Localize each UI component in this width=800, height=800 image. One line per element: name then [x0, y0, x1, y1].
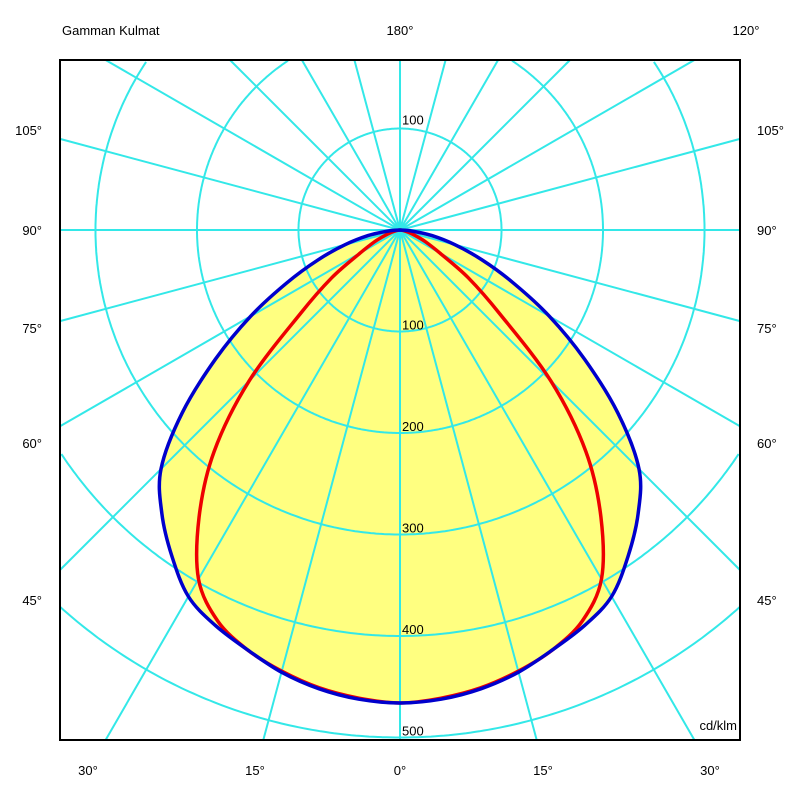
unit-label: cd/klm	[699, 718, 737, 733]
top-angle-label: 120°	[733, 23, 760, 38]
grid-radial-line	[105, 59, 401, 231]
bottom-angle-label: 15°	[533, 763, 553, 778]
grid-radial-line	[229, 59, 401, 231]
grid-ring	[60, 453, 740, 637]
bottom-angle-label: 30°	[700, 763, 720, 778]
ring-label: 200	[402, 419, 424, 434]
ring-label: 100	[402, 318, 424, 333]
grid-radial-line	[59, 229, 401, 428]
bottom-angle-label: 30°	[78, 763, 98, 778]
side-angle-label-right: 90°	[757, 223, 777, 238]
grid-radial-line	[59, 137, 401, 231]
grid-radial-line	[399, 59, 447, 231]
grid-radial-line	[353, 59, 401, 231]
bottom-angle-label: 0°	[394, 763, 406, 778]
intensity-curve-1	[157, 228, 643, 705]
side-angle-label-right: 105°	[757, 123, 784, 138]
ring-label: 400	[402, 622, 424, 637]
grid-ring	[94, 61, 706, 536]
grid-radial-line	[399, 137, 741, 231]
side-angle-label-left: 90°	[22, 223, 42, 238]
bottom-angle-label: 15°	[245, 763, 265, 778]
side-angle-label-right: 75°	[757, 321, 777, 336]
grid-radial-line	[104, 229, 401, 741]
side-angle-label-left: 60°	[22, 436, 42, 451]
grid-radial-line	[399, 229, 696, 741]
grid-radial-line	[399, 59, 499, 231]
diagram-title: Gamman Kulmat	[62, 23, 160, 38]
grid-ring	[59, 606, 741, 739]
top-angle-label: 180°	[387, 23, 414, 38]
grid-radial-line	[399, 229, 538, 741]
side-angle-label-right: 60°	[757, 436, 777, 451]
ring-label: 500	[402, 724, 424, 739]
grid-radial-line	[301, 59, 401, 231]
side-angle-label-right: 45°	[757, 593, 777, 608]
ring-label: 100	[402, 113, 424, 128]
side-angle-label-left: 105°	[15, 123, 42, 138]
grid-ring	[196, 59, 604, 434]
grid-radial-line	[59, 229, 401, 571]
ring-label: 300	[402, 521, 424, 536]
plot-frame	[59, 59, 741, 741]
grid-radial-line	[399, 229, 741, 428]
grid-radial-line	[399, 229, 741, 571]
side-angle-label-left: 75°	[22, 321, 42, 336]
grid-radial-line	[399, 59, 695, 231]
grid-radial-line	[399, 59, 571, 231]
side-angle-label-left: 45°	[22, 593, 42, 608]
grid-radial-line	[262, 229, 401, 741]
